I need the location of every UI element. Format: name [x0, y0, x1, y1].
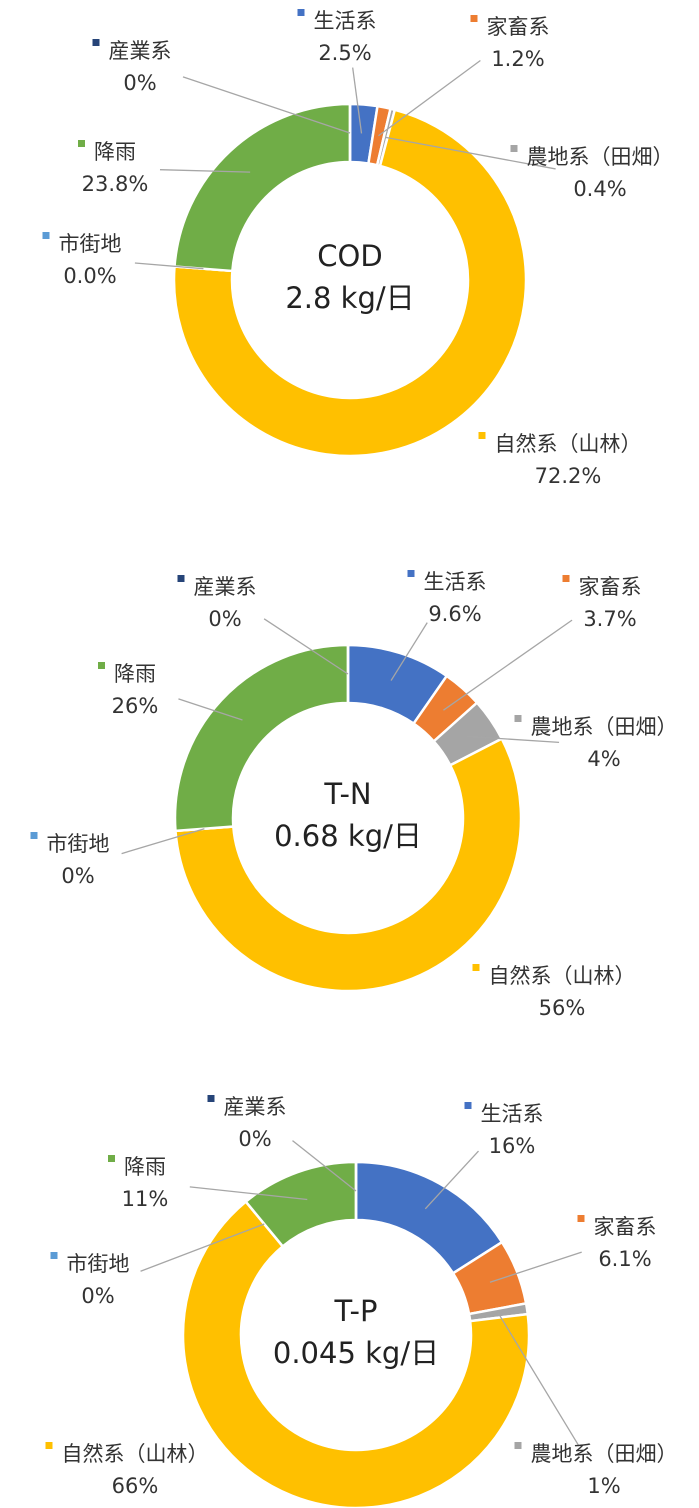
value-label: 0%: [81, 1284, 114, 1308]
leader-line: [390, 622, 428, 681]
value-label: 3.7%: [583, 607, 636, 631]
value-label: 1.2%: [491, 47, 544, 71]
leader-line: [385, 136, 556, 170]
legend-name: 家畜系: [487, 15, 550, 39]
legend-marker: [108, 1155, 115, 1162]
legend-name: 農地系（田畑）: [527, 145, 674, 169]
leader-line: [121, 828, 205, 855]
leader-line: [424, 1150, 479, 1210]
legend-marker: [514, 1442, 522, 1449]
leader-line: [497, 1312, 580, 1447]
legend-marker: [42, 232, 50, 239]
legend-marker: [92, 39, 100, 46]
legend-name: 家畜系: [579, 575, 642, 599]
legend-name: 農地系（田畑）: [531, 1442, 678, 1466]
leader-line: [352, 67, 363, 134]
leader-line: [263, 618, 349, 675]
value-label: 1%: [587, 1474, 620, 1498]
legend-marker: [50, 1252, 58, 1259]
legend-name: 自然系（山林）: [62, 1442, 209, 1466]
center-title: COD: [317, 239, 382, 273]
leader-line: [140, 1223, 265, 1272]
legend-marker: [464, 1102, 472, 1109]
value-label: 0%: [61, 864, 94, 888]
donut-slice: [173, 643, 350, 833]
leader-line: [466, 735, 560, 743]
value-label: 4%: [587, 747, 620, 771]
value-label: 0%: [238, 1127, 271, 1151]
legend-name: 生活系: [481, 1102, 544, 1126]
value-label: 0.4%: [573, 177, 626, 201]
value-label: 0%: [208, 607, 241, 631]
legend-name: 自然系（山林）: [489, 964, 636, 988]
legend-marker: [472, 964, 480, 971]
value-label: 2.5%: [318, 41, 371, 65]
center-title: T-N: [323, 777, 371, 811]
value-label: 26%: [112, 694, 159, 718]
legend-name: 市街地: [59, 232, 122, 256]
value-label: 72.2%: [535, 464, 602, 488]
legend-name: 農地系（田畑）: [531, 715, 678, 739]
center-subtitle: 0.68 kg/日: [274, 819, 422, 853]
legend-name: 生活系: [314, 9, 377, 33]
leader-line: [182, 76, 351, 134]
leader-line: [443, 619, 573, 711]
donut-slice: [172, 108, 528, 458]
donut-slice: [174, 737, 523, 993]
legend-marker: [562, 575, 570, 582]
value-label: 9.6%: [428, 602, 481, 626]
donut-slice: [181, 1199, 531, 1508]
leader-line: [134, 262, 204, 270]
legend-name: 降雨: [124, 1155, 166, 1179]
legend-name: 産業系: [109, 39, 172, 63]
legend-marker: [297, 9, 305, 16]
value-label: 0.0%: [63, 264, 116, 288]
value-label: 23.8%: [82, 172, 149, 196]
value-label: 6.1%: [598, 1247, 651, 1271]
legend-marker: [207, 1095, 215, 1102]
legend-name: 生活系: [424, 570, 487, 594]
legend-marker: [470, 15, 478, 22]
value-label: 0%: [123, 71, 156, 95]
legend-marker: [478, 432, 486, 439]
legend-name: 自然系（山林）: [495, 432, 642, 456]
legend-marker: [30, 832, 38, 839]
leader-line: [489, 1251, 582, 1283]
legend-name: 市街地: [47, 832, 110, 856]
leader-line: [292, 1140, 357, 1192]
legend-name: 降雨: [94, 140, 136, 164]
legend-marker: [514, 715, 522, 722]
value-label: 16%: [489, 1134, 536, 1158]
value-label: 66%: [112, 1474, 159, 1498]
center-subtitle: 0.045 kg/日: [273, 1336, 439, 1370]
legend-marker: [78, 140, 85, 147]
legend-marker: [510, 145, 518, 152]
value-label: 11%: [122, 1187, 169, 1211]
leader-line: [159, 169, 251, 173]
leader-line: [178, 698, 243, 721]
center-title: T-P: [333, 1294, 377, 1328]
legend-marker: [577, 1215, 585, 1222]
legend-marker: [98, 662, 105, 669]
legend-name: 市街地: [67, 1252, 130, 1276]
legend-marker: [45, 1442, 53, 1449]
center-subtitle: 2.8 kg/日: [285, 281, 414, 315]
legend-marker: [407, 570, 415, 577]
legend-name: 産業系: [194, 575, 257, 599]
leader-line: [378, 59, 481, 137]
value-label: 56%: [539, 996, 586, 1020]
leader-line: [189, 1186, 308, 1201]
legend-marker: [177, 575, 185, 582]
legend-name: 家畜系: [594, 1215, 657, 1239]
legend-name: 産業系: [224, 1095, 287, 1119]
legend-name: 降雨: [114, 662, 156, 686]
